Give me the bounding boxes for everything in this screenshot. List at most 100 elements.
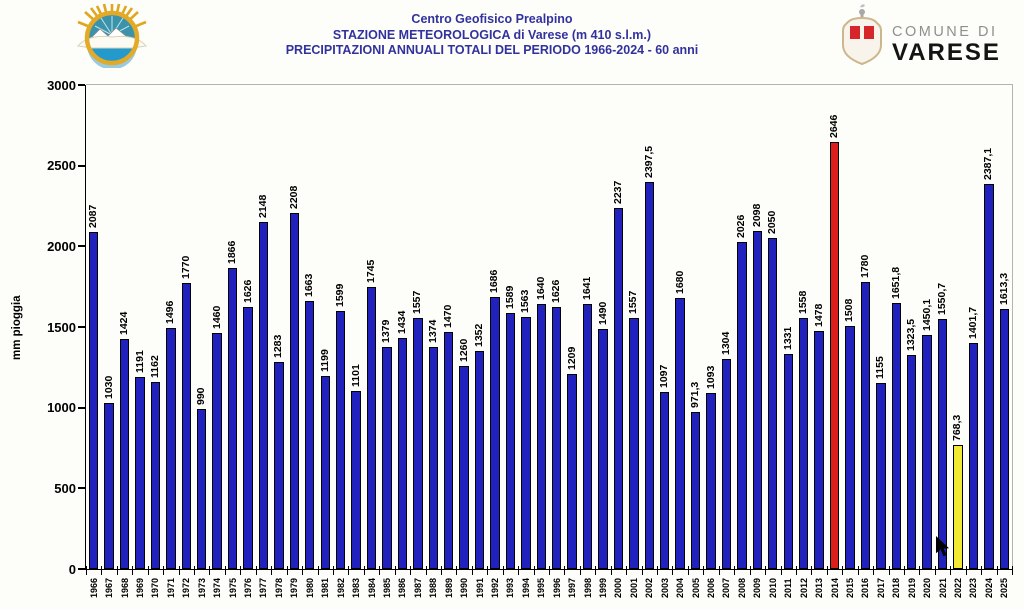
- bar-2016: [860, 281, 871, 569]
- varese-coat-of-arms-icon: [842, 4, 882, 66]
- x-tick-mark: [657, 566, 659, 575]
- bar-1981: [320, 375, 330, 569]
- bar-value-label-2011: 1331: [781, 326, 794, 351]
- bar-value-label-2009: 2098: [750, 203, 763, 227]
- bar-1994: [521, 316, 531, 569]
- x-tick-mark: [703, 566, 705, 575]
- bar-2020: [922, 335, 932, 569]
- y-tick-label-3000: 3000: [47, 77, 76, 93]
- y-tick-mark: [77, 568, 85, 570]
- x-tick-mark: [950, 566, 952, 575]
- bar-1970: [150, 381, 161, 569]
- x-tick-label-1981: 1981: [320, 577, 331, 598]
- bar-1978: [274, 362, 284, 569]
- x-tick-mark: [749, 566, 751, 575]
- bar-2000: [613, 208, 624, 569]
- bar-value-label-1970: 1162: [148, 354, 161, 378]
- title-line-3: PRECIPITAZIONI ANNUALI TOTALI DEL PERIOD…: [285, 43, 699, 57]
- x-tick-label-1969: 1969: [135, 577, 146, 598]
- bar-value-label-2024: 2387,1: [982, 147, 995, 180]
- bar-value-label-1978: 1283: [272, 334, 285, 358]
- bar-1975: [227, 267, 238, 569]
- bar-value-label-1993: 1589: [503, 285, 516, 309]
- bar-value-label-2023: 1401,7: [966, 306, 979, 339]
- bar-value-label-1968: 1424: [118, 311, 131, 336]
- bar-2004: [675, 297, 685, 569]
- bar-value-label-1981: 1199: [318, 348, 331, 372]
- bar-1972: [181, 283, 191, 569]
- bar-1991: [474, 350, 485, 569]
- x-tick-mark: [518, 566, 520, 575]
- x-tick-label-1966: 1966: [88, 577, 99, 598]
- bar-value-label-1983: 1101: [349, 364, 362, 388]
- bar-value-label-1987: 1557: [411, 290, 424, 314]
- bar-value-label-1985: 1379: [380, 319, 393, 343]
- bar-value-label-2018: 1651,8: [889, 266, 902, 299]
- mouse-cursor-icon: [936, 536, 949, 557]
- x-tick-label-1979: 1979: [289, 577, 300, 598]
- x-tick-mark: [425, 566, 427, 575]
- bar-2008: [737, 242, 747, 569]
- bar-value-label-1966: 2087: [87, 204, 100, 229]
- x-tick-mark: [641, 566, 643, 575]
- bar-1971: [166, 327, 176, 569]
- x-tick-mark: [579, 566, 581, 575]
- title-line-2: STAZIONE METEOROLOGICA di Varese (m 410 …: [332, 27, 652, 42]
- bar-value-label-2016: 1780: [858, 254, 871, 278]
- x-tick-label-1978: 1978: [273, 577, 284, 598]
- x-tick-label-2006: 2006: [706, 577, 717, 598]
- x-tick-label-1984: 1984: [366, 577, 377, 598]
- bar-value-label-1998: 1641: [581, 276, 594, 301]
- bar-value-label-2022: 768,3: [951, 414, 964, 442]
- x-tick-mark: [626, 566, 628, 575]
- bar-value-label-2007: 1304: [719, 331, 732, 355]
- bar-value-label-1967: 1030: [102, 375, 115, 399]
- x-tick-label-1994: 1994: [520, 577, 531, 598]
- x-tick-mark: [271, 566, 273, 575]
- bar-value-label-1995: 1640: [534, 277, 547, 301]
- x-tick-mark: [224, 566, 226, 575]
- x-tick-mark: [471, 566, 473, 575]
- comune-di-label: COMUNE DI: [892, 24, 998, 40]
- bar-1984: [366, 287, 377, 569]
- x-tick-label-1991: 1991: [474, 577, 485, 598]
- bar-2006: [706, 392, 716, 569]
- x-tick-mark: [132, 566, 134, 575]
- bar-value-label-1974: 1460: [210, 306, 223, 330]
- x-tick-label-2024: 2024: [983, 577, 994, 598]
- y-tick-mark: [77, 164, 85, 167]
- x-tick-mark: [348, 566, 350, 575]
- bar-value-label-2025: 1613,3: [997, 272, 1010, 305]
- x-tick-mark: [410, 566, 412, 575]
- bar-2023: [968, 342, 979, 569]
- y-tick-mark: [77, 245, 85, 248]
- y-axis-title: mm pioggia: [11, 295, 23, 360]
- x-tick-label-1975: 1975: [227, 577, 238, 598]
- x-tick-label-1989: 1989: [443, 577, 454, 598]
- x-tick-mark: [965, 566, 967, 575]
- x-tick-mark: [981, 566, 983, 575]
- x-tick-label-1982: 1982: [335, 577, 346, 598]
- plot-frame-top: [86, 84, 1012, 85]
- bar-1990: [459, 365, 469, 569]
- x-tick-mark: [209, 566, 211, 575]
- bar-1997: [567, 373, 577, 569]
- x-tick-mark: [857, 566, 859, 575]
- x-tick-mark: [873, 566, 875, 575]
- bar-1986: [397, 337, 408, 569]
- bar-value-label-2002: 2397,5: [642, 146, 655, 179]
- bar-value-label-1996: 1626: [550, 279, 563, 303]
- bar-1980: [305, 300, 315, 569]
- x-tick-mark: [502, 566, 504, 575]
- bar-2012: [798, 317, 809, 569]
- x-tick-mark: [780, 566, 782, 575]
- bar-2025: [999, 308, 1009, 569]
- bar-value-label-1991: 1352: [473, 323, 486, 347]
- x-tick-label-1980: 1980: [304, 577, 315, 598]
- x-tick-mark: [1012, 566, 1013, 575]
- bar-value-label-2003: 1097: [658, 364, 671, 389]
- bar-1974: [212, 333, 222, 569]
- x-tick-mark: [934, 566, 936, 575]
- bar-2013: [814, 330, 824, 569]
- x-tick-label-2019: 2019: [906, 577, 917, 598]
